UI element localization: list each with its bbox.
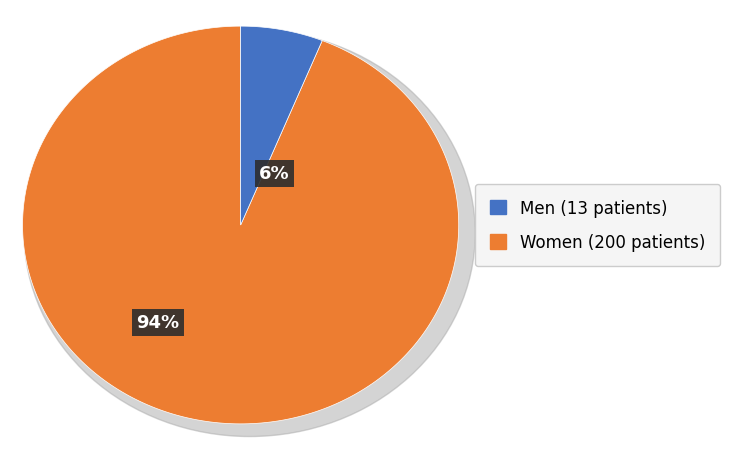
Legend: Men (13 patients), Women (200 patients): Men (13 patients), Women (200 patients) (475, 184, 720, 267)
Text: 94%: 94% (136, 313, 180, 331)
Polygon shape (23, 27, 459, 424)
Ellipse shape (24, 31, 475, 437)
Text: 6%: 6% (259, 165, 290, 183)
Polygon shape (241, 27, 323, 226)
